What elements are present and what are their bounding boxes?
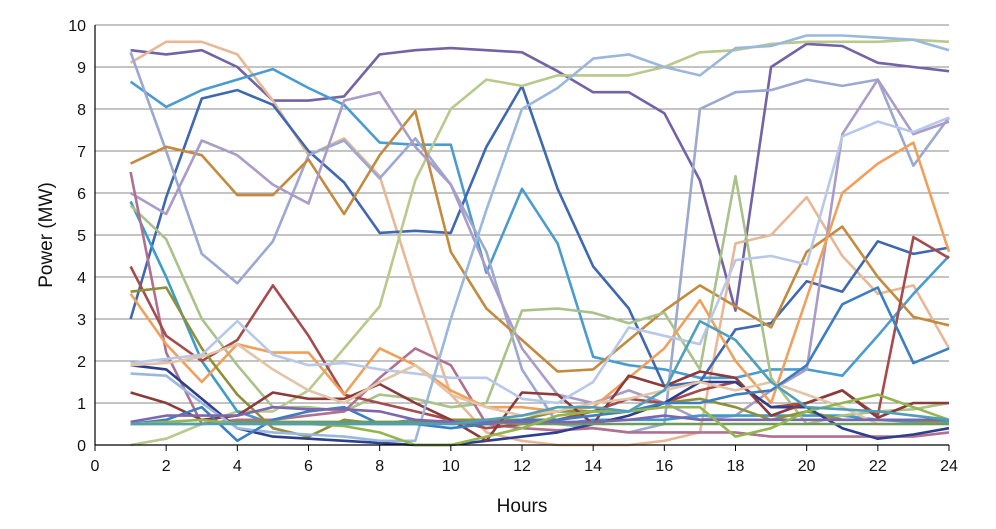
series-line-18	[130, 342, 949, 426]
y-tick-label: 9	[77, 60, 86, 77]
y-tick-label: 3	[77, 312, 86, 329]
x-tick-label: 6	[304, 458, 313, 475]
x-tick-label: 18	[727, 458, 745, 475]
x-tick-label: 0	[91, 458, 100, 475]
series-line-10	[129, 174, 950, 426]
x-axis-title: Hours	[497, 496, 548, 517]
series-line-11	[129, 171, 950, 438]
y-tick-label: 7	[77, 144, 86, 161]
x-tick-label: 8	[375, 458, 384, 475]
gridlines	[95, 24, 949, 404]
series-line-5	[130, 38, 950, 447]
series-line-6	[129, 51, 951, 434]
y-tick-label: 6	[77, 186, 86, 203]
series-line-16	[130, 370, 949, 443]
x-tick-label: 4	[233, 458, 242, 475]
series-line-3	[129, 67, 950, 380]
x-tick-label: 24	[940, 458, 958, 475]
series-line-17	[130, 116, 950, 405]
y-tick-label: 8	[77, 102, 86, 119]
x-tick-label: 12	[513, 458, 531, 475]
x-tick-label: 16	[655, 458, 673, 475]
y-tick-label: 2	[77, 354, 86, 371]
y-axis-title: Power (MW)	[36, 182, 57, 288]
x-tick-label: 20	[798, 458, 816, 475]
y-tick-label: 1	[77, 396, 86, 413]
y-tick-label: 4	[77, 270, 86, 287]
series-line-2	[129, 40, 951, 447]
x-tick-label: 14	[584, 458, 602, 475]
y-tick-label: 5	[77, 228, 86, 245]
series-line-13	[129, 141, 951, 413]
y-tick-label: 10	[68, 18, 86, 35]
series-line-19	[130, 34, 950, 443]
series-line-8	[129, 78, 950, 422]
x-tick-label: 2	[162, 458, 171, 475]
series-line-21	[130, 420, 949, 426]
series-lines	[129, 34, 951, 447]
x-tick-label: 22	[869, 458, 887, 475]
y-tick-label: 0	[77, 438, 86, 455]
series-line-24	[130, 319, 950, 426]
x-tick-label: 10	[442, 458, 460, 475]
